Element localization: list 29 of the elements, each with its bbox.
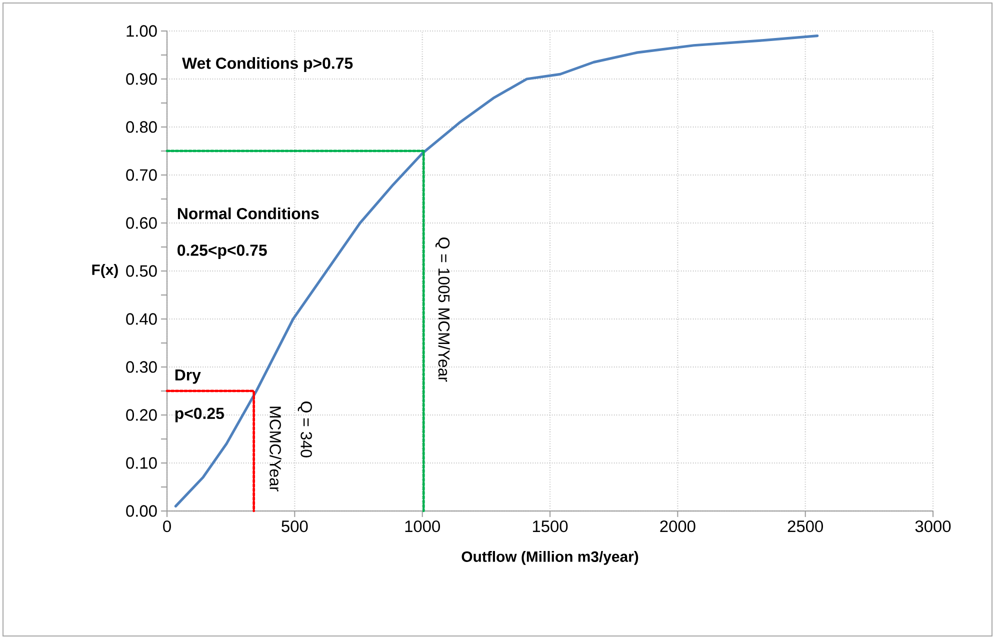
y-tick-label: 0.30: [126, 361, 157, 373]
y-tick-label: 0.20: [126, 409, 157, 421]
y-tick-label: 0.90: [126, 73, 157, 85]
x-tick-label: 1500: [532, 520, 568, 532]
annotation: Dry: [175, 369, 201, 384]
line-series: [174, 34, 819, 508]
annotation: Normal Conditions: [178, 208, 319, 220]
annotation: 0.25<p<0.75: [178, 244, 267, 260]
annotation: Q = 340: [298, 402, 312, 458]
x-tick-label: 3000: [915, 520, 951, 532]
x-tick-label: 500: [282, 520, 308, 532]
y-tick-label: 0.60: [126, 217, 157, 229]
y-tick-label: 0.00: [126, 505, 157, 517]
x-tick-label: 2000: [660, 520, 696, 532]
annotation: p<0.25: [175, 408, 224, 422]
annotation: Wet Conditions p>0.75: [182, 57, 353, 72]
x-axis-title: Outflow (Million m3/year): [462, 550, 638, 565]
annotation: MCMC/Year: [270, 406, 282, 492]
y-tick-label: 0.50: [126, 265, 157, 277]
x-tick-label: 1000: [405, 520, 440, 532]
y-tick-label: 0.40: [126, 313, 157, 325]
y-tick-label: 1.00: [126, 25, 157, 37]
x-tick-label: 2500: [788, 520, 823, 532]
y-tick-label: 0.80: [126, 121, 157, 133]
x-tick-label: 0: [163, 520, 171, 532]
y-tick-label: 0.10: [126, 457, 157, 469]
annotation: Q = 1005 MCM/Year: [435, 238, 450, 382]
y-axis-title: F(x): [92, 264, 118, 278]
y-tick-label: 0.70: [126, 169, 157, 181]
